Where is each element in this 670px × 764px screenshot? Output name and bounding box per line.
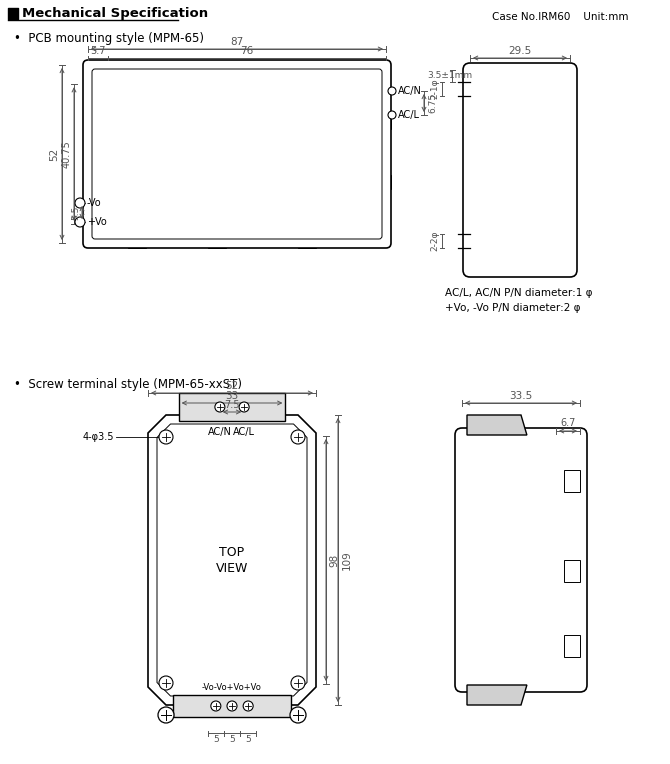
Bar [564,635,580,657]
Text: 40.75: 40.75 [62,140,72,168]
Circle shape [75,217,85,227]
Circle shape [158,707,174,723]
FancyBboxPatch shape [463,63,577,277]
FancyBboxPatch shape [83,60,391,248]
Text: 2-2φ: 2-2φ [430,231,439,251]
Circle shape [291,676,305,690]
Bar [179,393,285,421]
Circle shape [388,87,396,95]
Text: 76: 76 [240,46,253,56]
Text: 2-1φ: 2-1φ [430,79,439,99]
Text: 5.7: 5.7 [90,46,105,56]
Text: -Vo: -Vo [87,198,102,208]
Text: 98: 98 [329,553,339,567]
Circle shape [239,402,249,412]
Text: •  PCB mounting style (MPM-65): • PCB mounting style (MPM-65) [14,32,204,45]
Circle shape [243,701,253,711]
Circle shape [215,402,225,412]
Circle shape [227,701,237,711]
Text: Mechanical Specification: Mechanical Specification [22,8,208,21]
Text: TOP: TOP [220,545,245,558]
Text: 5: 5 [245,735,251,744]
Text: 5: 5 [213,735,218,744]
Text: AC/L: AC/L [233,427,255,437]
Text: AC/N: AC/N [208,427,232,437]
Text: VIEW: VIEW [216,562,248,575]
Bar [386,115,391,129]
Circle shape [211,701,221,711]
Bar [564,470,580,492]
Text: 109: 109 [342,550,352,570]
Circle shape [291,430,305,444]
Circle shape [159,430,173,444]
Bar [208,60,226,65]
Text: 7.5: 7.5 [224,400,240,410]
Polygon shape [467,685,527,705]
Bar [208,243,226,248]
Text: 5: 5 [229,735,235,744]
Text: AC/L, AC/N P/N diameter:1 φ: AC/L, AC/N P/N diameter:1 φ [445,288,592,298]
Text: 4-φ3.5: 4-φ3.5 [82,432,114,442]
Bar [83,115,88,129]
Text: 6.75: 6.75 [428,93,437,113]
Text: 87: 87 [230,37,244,47]
Bar [83,175,88,189]
Text: AC/L: AC/L [398,110,420,120]
Text: •  Screw terminal style (MPM-65-xxST): • Screw terminal style (MPM-65-xxST) [14,378,242,391]
Circle shape [75,198,85,208]
Text: 33.5: 33.5 [509,391,533,401]
Polygon shape [467,415,527,435]
Text: 29.5: 29.5 [509,46,531,56]
Bar [128,243,146,248]
Bar [298,243,316,248]
Bar [386,175,391,189]
Text: 52: 52 [49,147,59,160]
Bar [298,60,316,65]
Text: 3.5±1mm: 3.5±1mm [427,72,472,80]
Circle shape [290,707,306,723]
Bar [564,560,580,582]
Bar [174,695,291,717]
Text: AC/N: AC/N [398,86,422,96]
Text: +Vo: +Vo [87,217,107,227]
Text: 33: 33 [225,391,239,401]
FancyBboxPatch shape [455,428,587,692]
Text: -Vo-Vo+Vo+Vo: -Vo-Vo+Vo+Vo [202,683,262,692]
Text: 6.7: 6.7 [560,418,576,428]
Bar [128,60,146,65]
Polygon shape [148,415,316,705]
Text: 52: 52 [225,381,239,391]
Text: +Vo, -Vo P/N diameter:2 φ: +Vo, -Vo P/N diameter:2 φ [445,303,580,313]
Circle shape [388,111,396,119]
Text: 5.5: 5.5 [71,206,80,220]
Circle shape [159,676,173,690]
Text: Case No.IRM60    Unit:mm: Case No.IRM60 Unit:mm [492,12,628,22]
